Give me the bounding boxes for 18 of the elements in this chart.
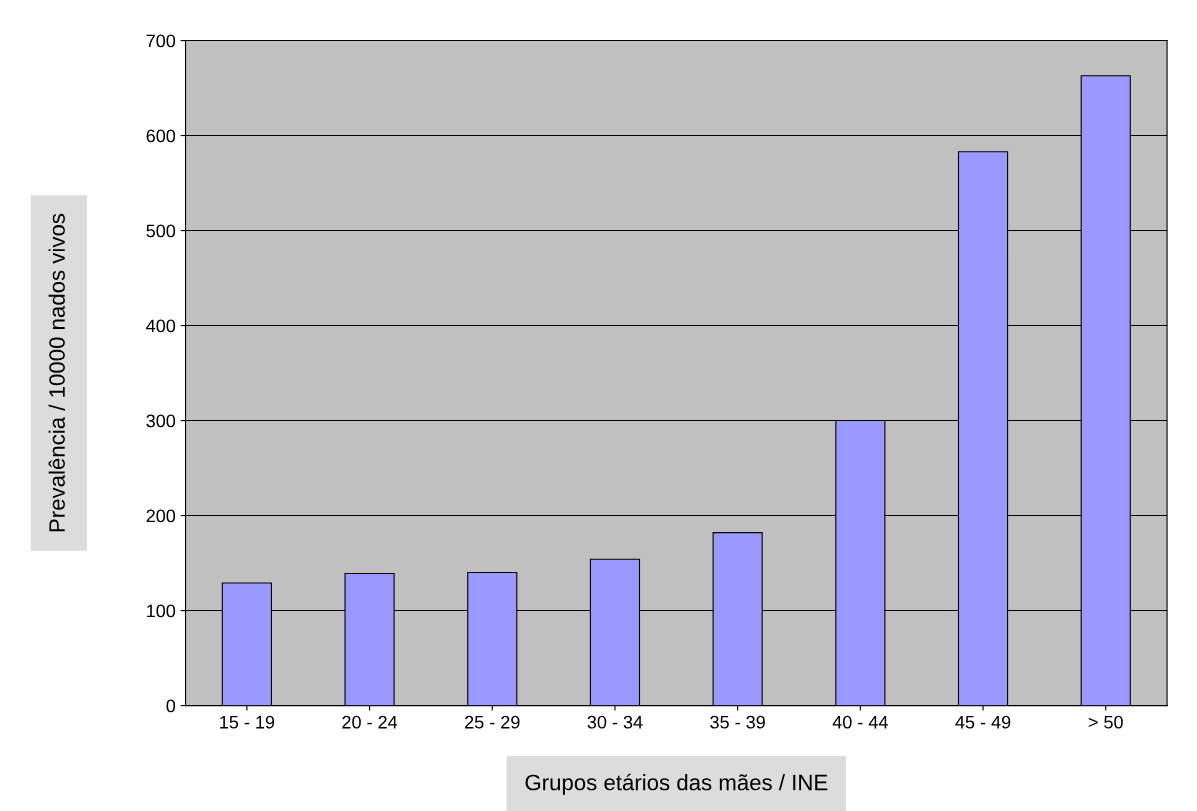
y-tick-label: 300 <box>146 414 176 428</box>
y-tick-label: 600 <box>146 129 176 143</box>
x-tick-label: 40 - 44 <box>832 715 888 729</box>
y-tick-label: 500 <box>146 224 176 238</box>
x-tick-label: 45 - 49 <box>955 715 1011 729</box>
x-tick-label: 15 - 19 <box>220 715 275 729</box>
y-tick-label: 0 <box>166 699 176 713</box>
y-axis-title: Prevalência / 10000 nados vivos <box>48 213 65 532</box>
y-tick-label: 400 <box>146 319 176 333</box>
x-tick-label: 30 - 34 <box>587 715 643 729</box>
y-tick-label: 700 <box>146 34 176 48</box>
x-tick-label: 25 - 29 <box>465 715 520 729</box>
x-tick-label: 20 - 24 <box>342 715 398 729</box>
y-tick-label: 200 <box>146 509 176 523</box>
x-tick-label: 35 - 39 <box>710 715 765 729</box>
x-tick-label: > 50 <box>1088 715 1123 729</box>
x-axis-title: Grupos etários das mães / INE <box>525 773 828 795</box>
y-tick-label: 100 <box>147 604 176 618</box>
